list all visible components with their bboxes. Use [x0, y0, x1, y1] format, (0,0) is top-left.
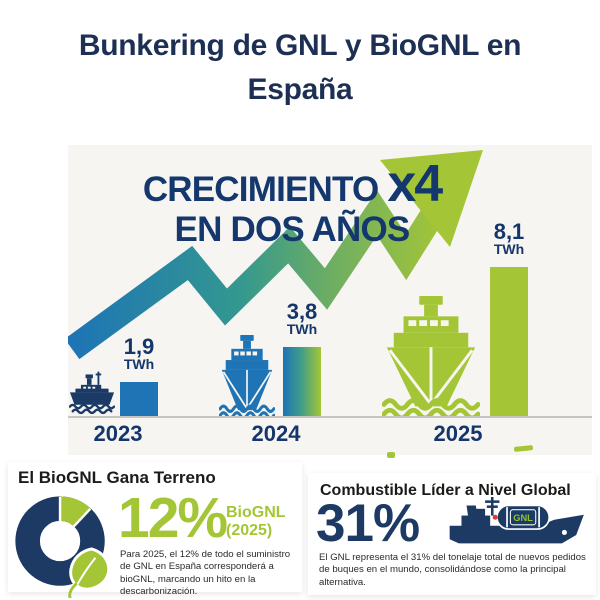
biognl-label-line2: (2025)	[226, 521, 273, 539]
biognl-donut-chart	[15, 496, 111, 598]
value-label-2023: 1,9 TWh	[107, 336, 171, 372]
bar-2025	[490, 267, 528, 417]
value-number: 1,9	[123, 334, 155, 359]
year-label-2024: 2024	[251, 421, 301, 446]
value-label-2024: 3,8 TWh	[270, 301, 334, 337]
chart-headline-line2: EN DOS AÑOS	[174, 210, 411, 249]
page-title: Bunkering de GNL y BioGNL en España	[0, 24, 600, 111]
chart-baseline	[68, 416, 592, 418]
value-unit: TWh	[123, 356, 155, 372]
cargo-ship-2024-icon	[219, 335, 275, 418]
cargo-ship-2023-icon	[69, 365, 115, 417]
global-percent: 31%	[316, 494, 420, 553]
leaf-icon	[68, 547, 111, 598]
headline-multiplier: x4	[387, 155, 443, 213]
bar-2024	[283, 347, 321, 417]
growth-chart-panel: CRECIMIENTO x4 EN DOS AÑOS 1,9 TWh 3,8 T…	[68, 145, 592, 455]
global-description: El GNL representa el 31% del tonelaje to…	[319, 552, 586, 588]
global-card-title: Combustible Líder a Nivel Global	[320, 482, 571, 499]
donut-separator-2	[71, 507, 92, 529]
decorative-green-mark	[387, 452, 395, 458]
biognl-percent: 12%	[118, 486, 228, 550]
year-label-2025: 2025	[433, 421, 483, 446]
value-unit: TWh	[493, 241, 525, 257]
biognl-card: El BioGNL Gana Terreno 12% BioGNL (2025) …	[8, 462, 302, 598]
biognl-description: Para 2025, el 12% de todo el suministro …	[120, 549, 291, 598]
chart-headline-line1: CRECIMIENTO x4	[96, 158, 488, 211]
tanker-gnl-label: GNL	[513, 513, 533, 523]
page-title-line1: Bunkering de GNL y BioGNL en	[78, 29, 522, 62]
arrow-head-icon	[380, 150, 483, 247]
value-unit: TWh	[286, 321, 318, 337]
red-dot	[492, 514, 498, 520]
porthole-dot	[561, 529, 567, 535]
biognl-label-line1: BioGNL	[226, 504, 286, 521]
arrow-zigzag-line	[68, 188, 456, 360]
biognl-card-title: El BioGNL Gana Terreno	[18, 468, 216, 487]
value-label-2025: 8,1 TWh	[477, 221, 541, 257]
chart-headline: CRECIMIENTO x4 EN DOS AÑOS	[96, 158, 488, 249]
year-label-2023: 2023	[93, 421, 143, 446]
growth-arrow-graphic	[68, 150, 483, 360]
headline-text: CRECIMIENTO	[142, 170, 379, 209]
value-number: 8,1	[493, 219, 525, 244]
value-number: 3,8	[286, 299, 318, 324]
page-title-line2: España	[247, 72, 353, 106]
cargo-ship-2025-icon	[382, 296, 480, 418]
biognl-percent-label: BioGNL (2025)	[226, 504, 286, 540]
bar-2023	[120, 382, 158, 417]
global-fuel-card: Combustible Líder a Nivel Global 31% GNL…	[308, 473, 596, 595]
lng-tanker-icon: GNL	[449, 497, 584, 544]
